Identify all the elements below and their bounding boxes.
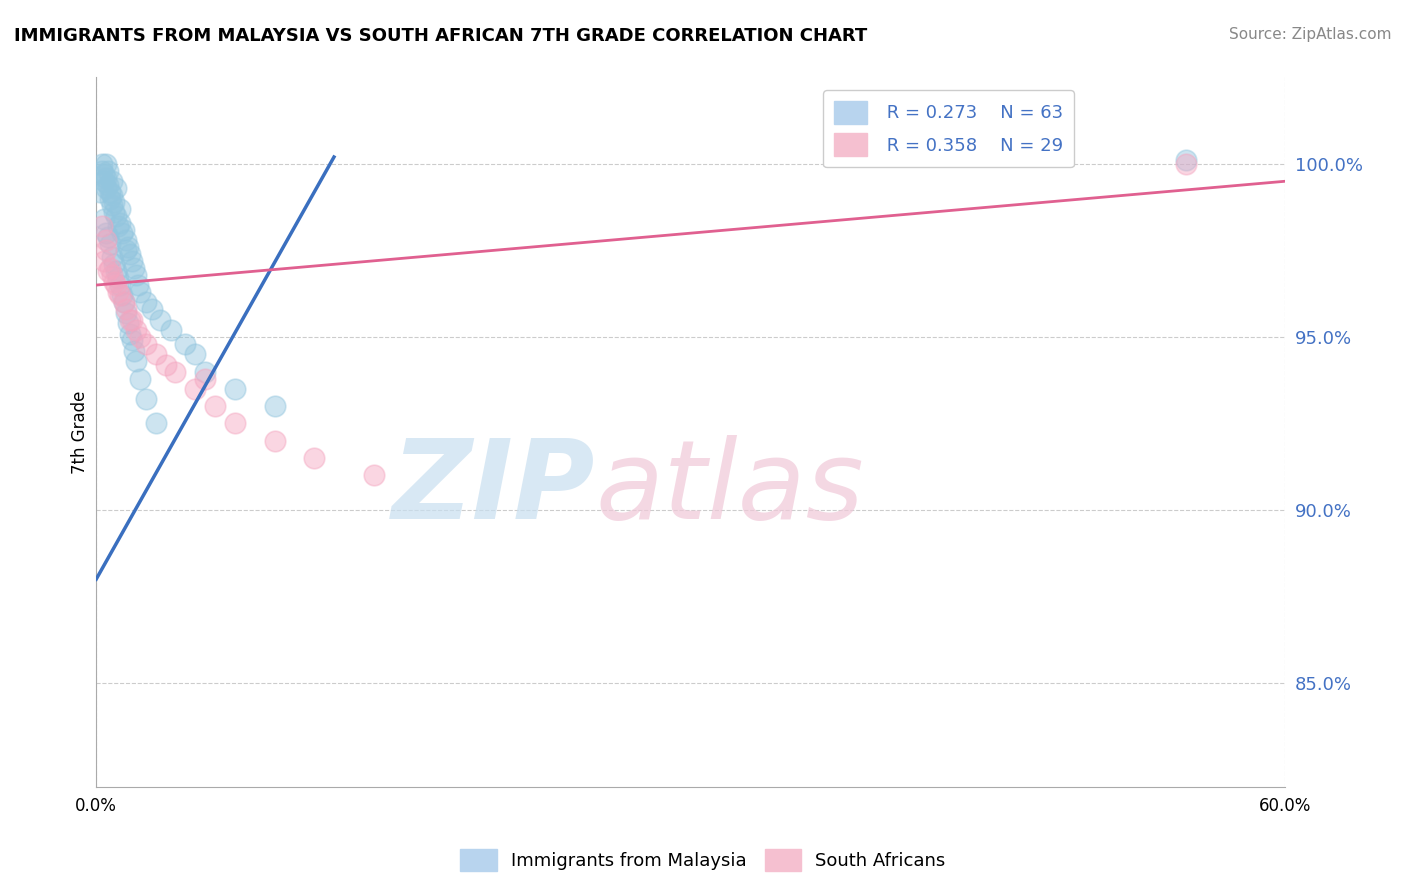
Point bbox=[105, 209, 128, 223]
Point bbox=[103, 257, 125, 271]
Point bbox=[121, 334, 143, 348]
Point bbox=[94, 157, 117, 171]
Point bbox=[115, 244, 138, 258]
Point bbox=[107, 285, 129, 299]
Point bbox=[89, 185, 111, 199]
Point bbox=[135, 295, 157, 310]
Point bbox=[155, 358, 177, 372]
Point bbox=[105, 278, 128, 293]
Point bbox=[117, 240, 139, 254]
Point bbox=[94, 181, 117, 195]
Point bbox=[93, 253, 115, 268]
Legend:  R = 0.273    N = 63,  R = 0.358    N = 29: R = 0.273 N = 63, R = 0.358 N = 29 bbox=[824, 90, 1074, 167]
Point bbox=[125, 323, 148, 337]
Point bbox=[107, 219, 129, 234]
Point bbox=[94, 170, 117, 185]
Point bbox=[121, 312, 143, 326]
Point bbox=[112, 223, 135, 237]
Point bbox=[135, 337, 157, 351]
Point bbox=[145, 347, 167, 361]
Point bbox=[111, 226, 134, 240]
Point bbox=[101, 251, 124, 265]
Point bbox=[101, 188, 124, 202]
Point bbox=[118, 247, 141, 261]
Point bbox=[118, 326, 141, 341]
Point bbox=[107, 271, 129, 285]
Point bbox=[115, 302, 138, 317]
Point bbox=[97, 164, 120, 178]
Point bbox=[224, 382, 246, 396]
Point bbox=[101, 268, 124, 282]
Point bbox=[165, 365, 187, 379]
Legend: Immigrants from Malaysia, South Africans: Immigrants from Malaysia, South Africans bbox=[453, 842, 953, 879]
Point bbox=[1175, 157, 1198, 171]
Point bbox=[117, 316, 139, 330]
Point bbox=[103, 205, 125, 219]
Point bbox=[105, 264, 128, 278]
Point bbox=[128, 330, 150, 344]
Point bbox=[127, 278, 149, 293]
Point bbox=[93, 174, 115, 188]
Point bbox=[93, 212, 115, 227]
Point bbox=[1175, 153, 1198, 168]
Point bbox=[263, 434, 285, 448]
Point bbox=[101, 174, 124, 188]
Point bbox=[108, 202, 131, 216]
Point bbox=[103, 275, 125, 289]
Point bbox=[91, 219, 114, 234]
Text: ZIP: ZIP bbox=[392, 435, 596, 542]
Point bbox=[118, 312, 141, 326]
Point bbox=[122, 260, 145, 275]
Point bbox=[98, 236, 121, 251]
Point bbox=[105, 181, 128, 195]
Point bbox=[108, 278, 131, 293]
Point bbox=[97, 178, 120, 192]
Y-axis label: 7th Grade: 7th Grade bbox=[72, 391, 89, 474]
Point bbox=[98, 185, 121, 199]
Point bbox=[363, 468, 385, 483]
Point bbox=[263, 399, 285, 413]
Point bbox=[91, 164, 114, 178]
Point bbox=[128, 285, 150, 299]
Point bbox=[135, 392, 157, 407]
Point bbox=[103, 194, 125, 209]
Point bbox=[112, 295, 135, 310]
Point bbox=[122, 343, 145, 358]
Text: IMMIGRANTS FROM MALAYSIA VS SOUTH AFRICAN 7TH GRADE CORRELATION CHART: IMMIGRANTS FROM MALAYSIA VS SOUTH AFRICA… bbox=[14, 27, 868, 45]
Point bbox=[121, 253, 143, 268]
Point bbox=[204, 399, 226, 413]
Point bbox=[94, 233, 117, 247]
Text: Source: ZipAtlas.com: Source: ZipAtlas.com bbox=[1229, 27, 1392, 42]
Point bbox=[174, 337, 197, 351]
Point bbox=[194, 371, 217, 385]
Point bbox=[115, 233, 138, 247]
Point bbox=[184, 347, 207, 361]
Point bbox=[194, 365, 217, 379]
Text: atlas: atlas bbox=[596, 435, 865, 542]
Point bbox=[125, 354, 148, 368]
Point bbox=[184, 382, 207, 396]
Point bbox=[94, 226, 117, 240]
Point bbox=[112, 295, 135, 310]
Point bbox=[108, 288, 131, 302]
Point bbox=[115, 306, 138, 320]
Point bbox=[145, 417, 167, 431]
Point bbox=[111, 288, 134, 302]
Point bbox=[128, 371, 150, 385]
Point bbox=[149, 312, 172, 326]
Point bbox=[97, 264, 120, 278]
Point bbox=[94, 244, 117, 258]
Point bbox=[93, 167, 115, 181]
Point bbox=[97, 229, 120, 244]
Point bbox=[125, 268, 148, 282]
Point bbox=[98, 192, 121, 206]
Point bbox=[141, 302, 163, 317]
Point bbox=[224, 417, 246, 431]
Point bbox=[160, 323, 183, 337]
Point bbox=[302, 451, 325, 466]
Point bbox=[108, 216, 131, 230]
Point bbox=[101, 198, 124, 212]
Point bbox=[91, 157, 114, 171]
Point bbox=[98, 260, 121, 275]
